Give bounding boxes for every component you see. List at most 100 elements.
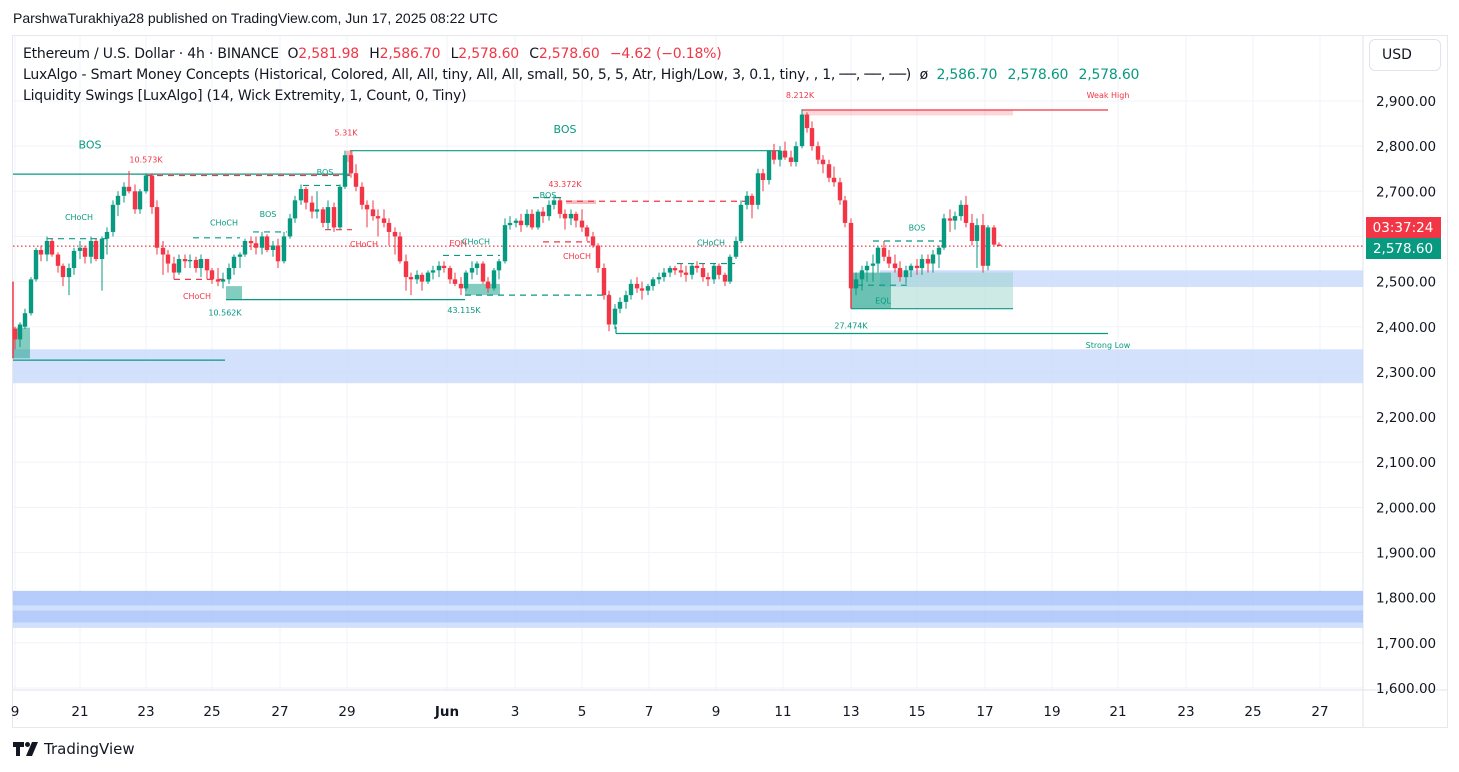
candle xyxy=(557,200,563,214)
candle xyxy=(777,150,783,160)
candle xyxy=(606,295,612,325)
chart-label: 5.31K xyxy=(334,128,358,137)
time-scale[interactable]: 9 21 23 25 27 29 Jun 3 5 7 9 11 13 15 17 19 21 23 25 27 xyxy=(11,704,1329,720)
open-value: 2,581.98 xyxy=(298,46,360,62)
candle xyxy=(744,195,750,205)
currency-button[interactable]: USD xyxy=(1369,39,1441,71)
candle xyxy=(264,236,270,250)
zone-box xyxy=(13,349,1363,384)
candle xyxy=(193,259,199,269)
candle xyxy=(760,173,766,181)
time-tick: 17 xyxy=(976,704,993,720)
chart-label: 8.212K xyxy=(786,91,815,100)
candle xyxy=(237,254,243,257)
indicator-liquidity-title[interactable]: Liquidity Swings [LuxAlgo] (14, Wick Ext… xyxy=(23,88,467,104)
candle xyxy=(590,236,596,246)
candle xyxy=(320,209,326,223)
candle xyxy=(969,222,975,241)
candle xyxy=(176,259,182,273)
candle xyxy=(513,220,519,223)
candle xyxy=(672,268,678,271)
candle xyxy=(947,218,953,221)
symbol-title[interactable]: Ethereum / U.S. Dollar · 4h · BINANCE xyxy=(23,46,279,62)
candle xyxy=(491,270,497,289)
candle xyxy=(870,263,876,266)
candle xyxy=(529,213,535,228)
indicator-row-smc[interactable]: LuxAlgo - Smart Money Concepts (Historic… xyxy=(23,65,1139,86)
price-tick: 2,900.00 xyxy=(1376,94,1436,110)
candle xyxy=(848,222,854,289)
candle xyxy=(325,207,331,223)
time-tick: 23 xyxy=(1177,704,1194,720)
time-tick: 9 xyxy=(11,704,20,720)
chart-label: Strong Low xyxy=(1086,341,1131,350)
indicator-row-liquidity[interactable]: Liquidity Swings [LuxAlgo] (14, Wick Ext… xyxy=(23,86,1139,107)
time-tick: 25 xyxy=(1244,704,1261,720)
candle xyxy=(220,279,226,282)
candle xyxy=(733,240,739,257)
last-price-badge xyxy=(1366,238,1441,259)
candle xyxy=(171,263,177,273)
candle xyxy=(93,240,99,260)
candle xyxy=(154,207,160,248)
zone-box xyxy=(566,200,596,204)
chart-label: CHoCH xyxy=(65,213,93,222)
candle xyxy=(44,240,50,255)
candle xyxy=(430,270,436,273)
time-tick: 5 xyxy=(578,704,587,720)
candle xyxy=(33,249,39,280)
chart-label: BOS xyxy=(260,210,277,219)
candle xyxy=(474,263,480,269)
candle xyxy=(359,186,365,205)
candle xyxy=(242,240,248,255)
chart-legend: Ethereum / U.S. Dollar · 4h · BINANCE O2… xyxy=(23,44,1139,107)
candle xyxy=(77,247,83,251)
chart-label: BOS xyxy=(540,191,557,200)
candle xyxy=(259,236,265,248)
high-value: 2,586.70 xyxy=(379,46,441,62)
candle xyxy=(705,277,711,280)
indicator-smc-title[interactable]: LuxAlgo - Smart Money Concepts (Historic… xyxy=(23,67,912,83)
symbol-row[interactable]: Ethereum / U.S. Dollar · 4h · BINANCE O2… xyxy=(23,44,1139,65)
time-tick: 29 xyxy=(338,704,355,720)
countdown-badge xyxy=(1366,217,1441,238)
candle xyxy=(270,245,276,250)
candle xyxy=(799,114,805,147)
candle xyxy=(573,213,579,221)
candle xyxy=(958,204,964,217)
candle xyxy=(562,213,568,219)
time-tick: 19 xyxy=(1043,704,1060,720)
candle xyxy=(507,222,513,226)
candle xyxy=(370,209,376,217)
chart-label: CHoCH xyxy=(210,219,238,228)
candle xyxy=(601,268,607,296)
zone-box xyxy=(13,610,1363,623)
candle xyxy=(749,195,755,205)
candle xyxy=(485,281,491,289)
candle xyxy=(121,186,127,196)
candle xyxy=(502,225,508,262)
candle xyxy=(974,225,980,241)
chart-label: 10.562K xyxy=(208,308,242,317)
candle xyxy=(727,256,733,282)
price-tick: 1,700.00 xyxy=(1376,636,1436,652)
candle xyxy=(403,261,409,278)
time-tick: 11 xyxy=(774,704,791,720)
time-tick: 9 xyxy=(712,704,721,720)
candle xyxy=(204,259,210,271)
candle xyxy=(612,308,618,325)
time-tick: 27 xyxy=(271,704,288,720)
candle xyxy=(480,263,486,282)
tradingview-logo[interactable]: TradingView xyxy=(13,740,135,758)
candle xyxy=(71,250,77,269)
candle xyxy=(441,265,447,269)
candle xyxy=(143,175,149,192)
countdown-text: 03:37:24 xyxy=(1373,220,1434,236)
price-tick: 2,300.00 xyxy=(1376,365,1436,381)
indicator-smc-value-1: 2,586.70 xyxy=(936,67,998,83)
candle xyxy=(275,245,281,262)
price-scale[interactable]: 2,900.00 2,800.00 2,700.00 2,500.00 2,400.00… xyxy=(1366,94,1441,697)
candle xyxy=(414,274,420,280)
publish-info: ParshwaTurakhiya28 published on TradingV… xyxy=(13,10,498,26)
